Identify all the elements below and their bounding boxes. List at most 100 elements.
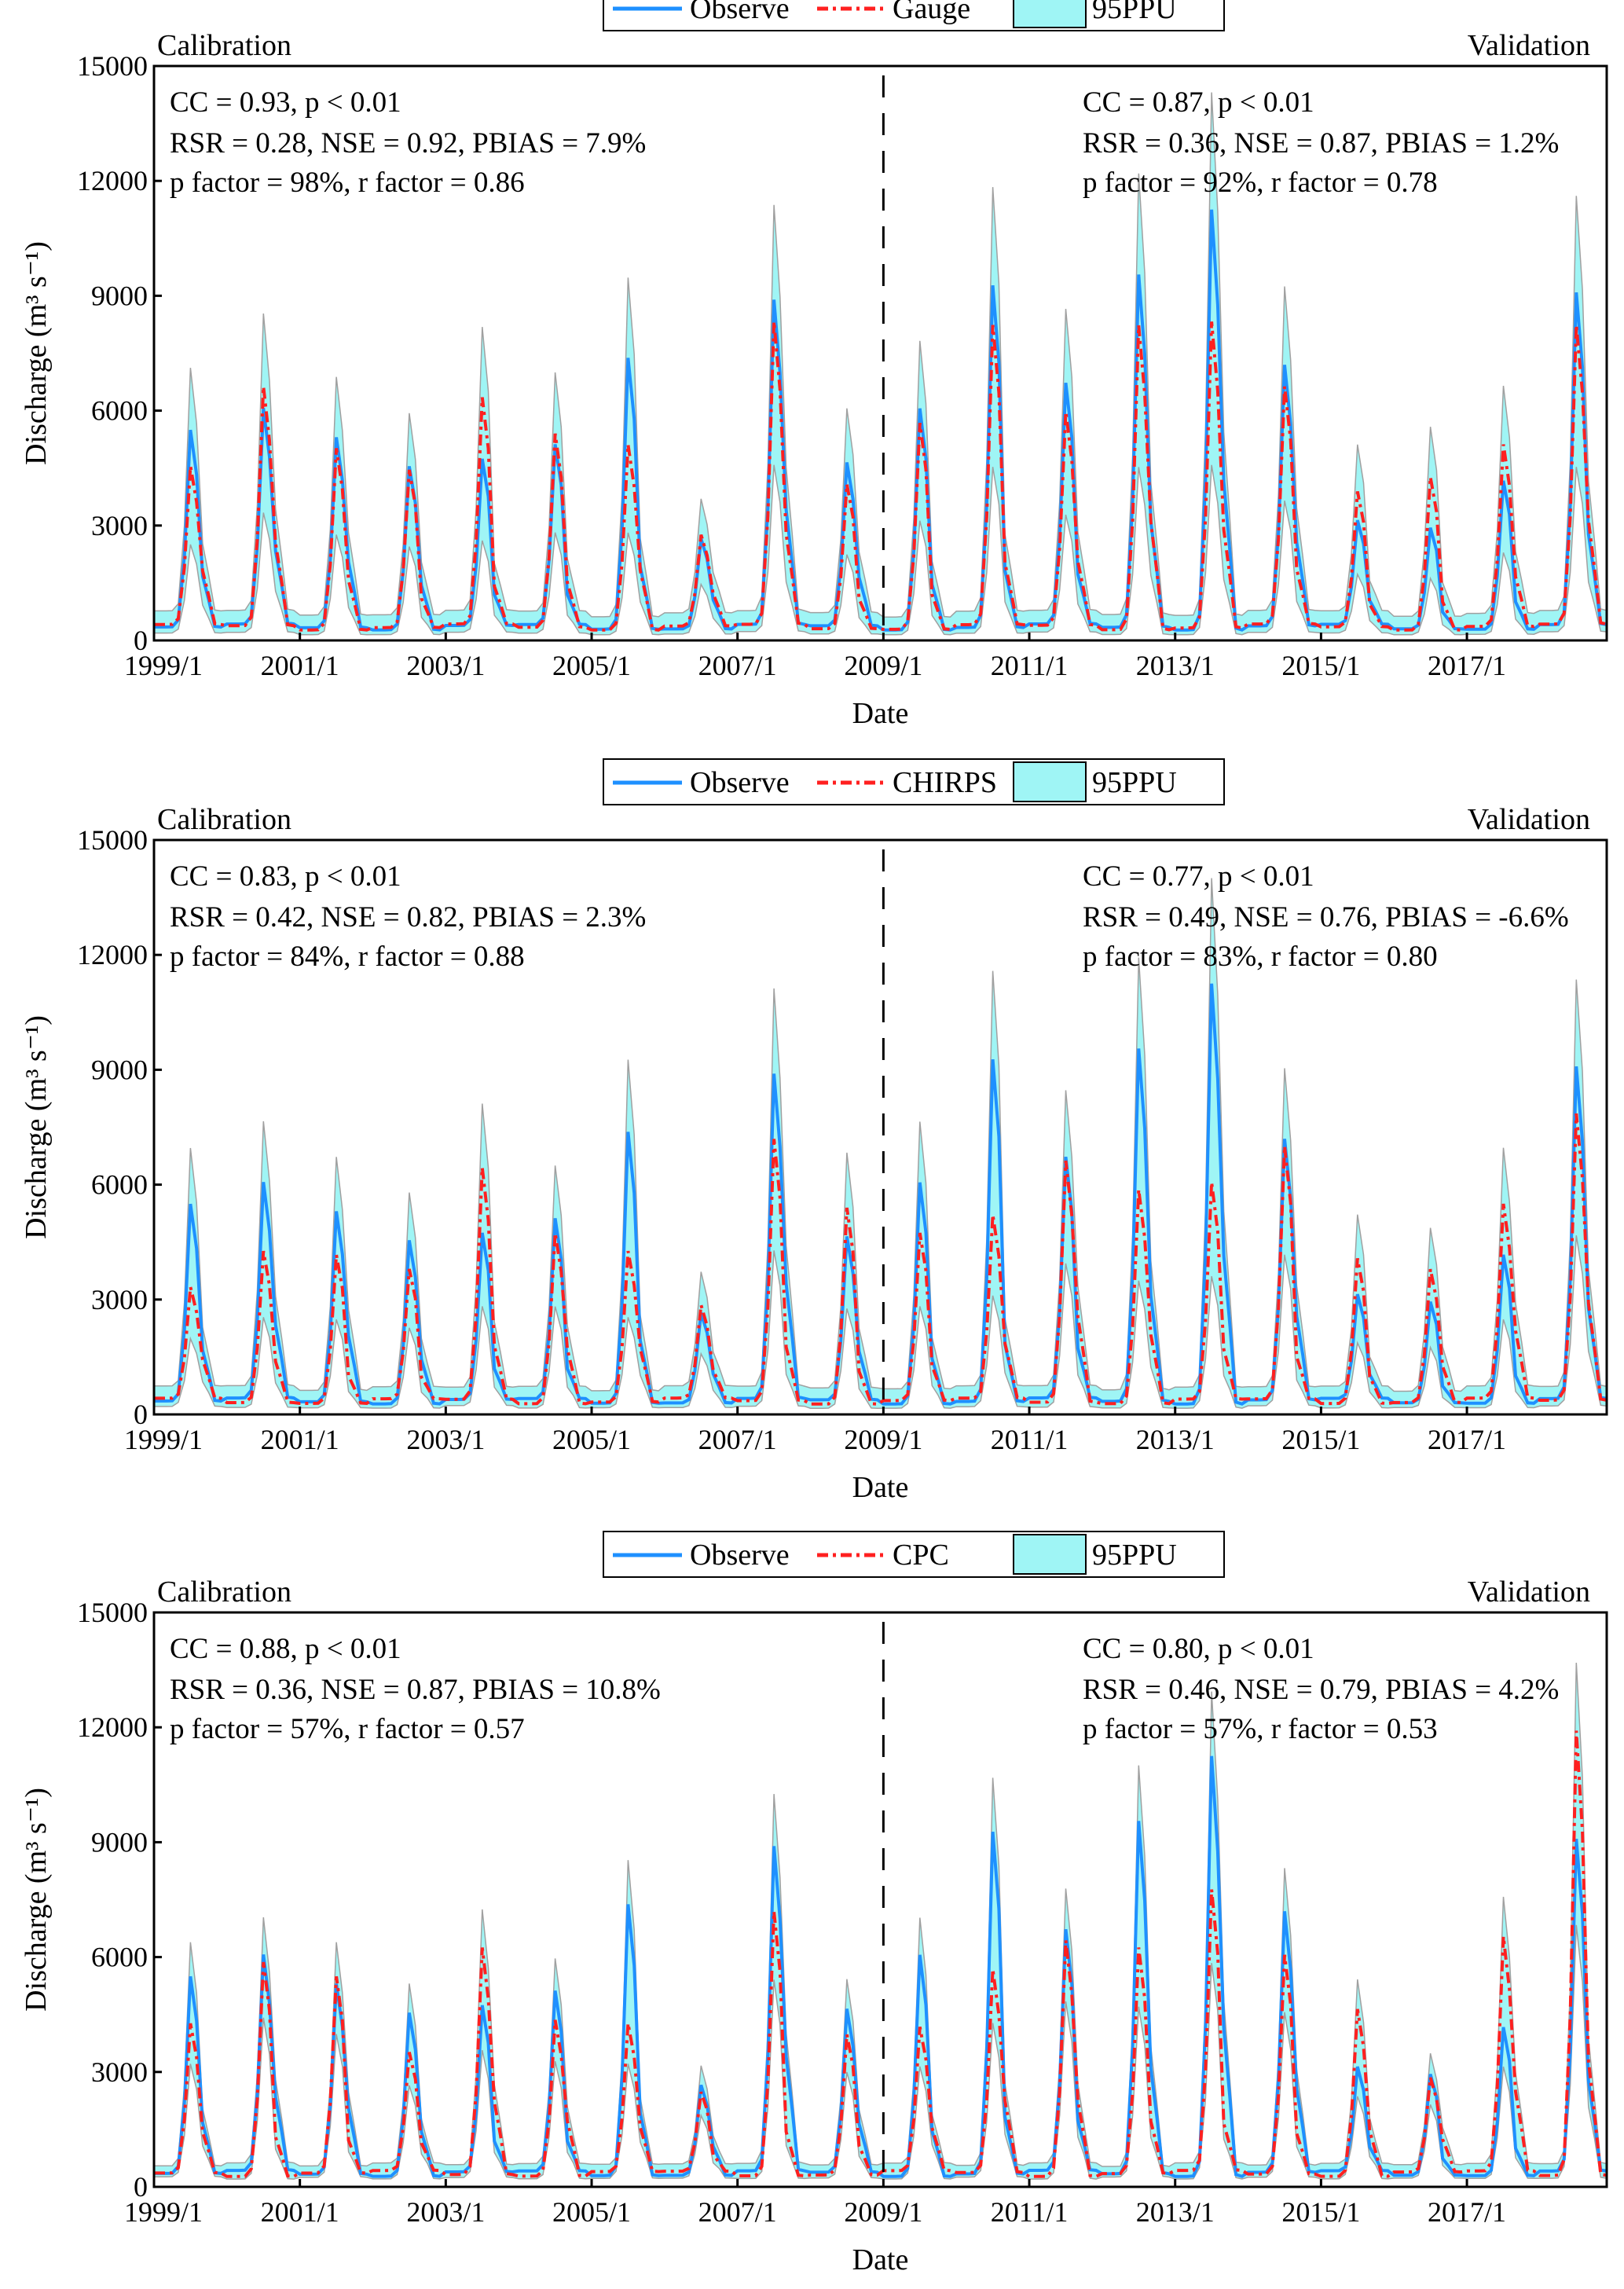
legend: Observe CPC 95PPU xyxy=(603,1531,1225,1578)
x-tick-label: 2009/1 xyxy=(844,650,922,681)
panel-1: 0 3000 6000 9000 12000 15000 1999/1 2001/1 2003/… xyxy=(20,0,1608,730)
legend-band-label: 95PPU xyxy=(1092,1539,1177,1572)
x-axis-label: Date xyxy=(852,697,909,730)
legend-sim-label: CHIRPS xyxy=(893,766,997,799)
gauge-line xyxy=(154,321,1608,632)
y-tick-label: 12000 xyxy=(77,1711,148,1743)
x-tick-label: 2017/1 xyxy=(1428,1424,1506,1455)
calibration-stat: CC = 0.93, p < 0.01 xyxy=(170,86,401,119)
observe-line xyxy=(154,983,1608,1406)
legend-observe-label: Observe xyxy=(690,766,790,799)
x-tick-label: 1999/1 xyxy=(124,650,203,681)
legend-sim-label: Gauge xyxy=(893,0,970,25)
legend-band-label: 95PPU xyxy=(1092,0,1177,25)
validation-stat: RSR = 0.46, NSE = 0.79, PBIAS = 4.2% xyxy=(1083,1674,1559,1706)
observe-line xyxy=(154,1755,1608,2178)
x-tick-label: 2005/1 xyxy=(552,2196,631,2228)
x-tick-label: 2013/1 xyxy=(1136,650,1215,681)
x-tick-label: 1999/1 xyxy=(124,2196,203,2228)
validation-stat: CC = 0.80, p < 0.01 xyxy=(1083,1633,1314,1665)
y-tick-label: 9000 xyxy=(91,280,148,311)
x-tick-label: 2003/1 xyxy=(406,650,485,681)
x-tick-label: 2003/1 xyxy=(406,2196,485,2228)
panel-2: 0 3000 6000 9000 12000 15000 1999/1 2001/1 2003/… xyxy=(20,758,1608,1504)
calibration-stat: RSR = 0.28, NSE = 0.92, PBIAS = 7.9% xyxy=(170,127,646,160)
legend-sim-label: CPC xyxy=(893,1539,949,1572)
calibration-stat: RSR = 0.42, NSE = 0.82, PBIAS = 2.3% xyxy=(170,901,646,934)
y-tick-label: 12000 xyxy=(77,939,148,970)
x-tick-label: 1999/1 xyxy=(124,1424,203,1455)
y-tick-label: 3000 xyxy=(91,1284,148,1315)
x-tick-label: 2009/1 xyxy=(844,2196,922,2228)
y-tick-label: 6000 xyxy=(91,1169,148,1201)
x-tick-label: 2017/1 xyxy=(1428,650,1506,681)
calibration-stat: p factor = 57%, r factor = 0.57 xyxy=(170,1713,525,1745)
legend-band-label: 95PPU xyxy=(1092,766,1177,799)
y-tick-label: 15000 xyxy=(77,1597,148,1628)
validation-label: Validation xyxy=(1468,1576,1590,1609)
x-axis-label: Date xyxy=(852,1471,909,1504)
y-tick-label: 6000 xyxy=(91,1942,148,1973)
calibration-label: Calibration xyxy=(157,1576,291,1609)
x-tick-label: 2007/1 xyxy=(698,1424,777,1455)
x-tick-label: 2013/1 xyxy=(1136,1424,1215,1455)
legend-observe-label: Observe xyxy=(690,0,790,25)
legend: Observe Gauge 95PPU xyxy=(603,0,1225,31)
x-tick-label: 2003/1 xyxy=(406,1424,485,1455)
y-tick-label: 0 xyxy=(134,2171,148,2203)
y-tick-label: 15000 xyxy=(77,50,148,82)
y-tick-label: 3000 xyxy=(91,510,148,541)
validation-stat: CC = 0.87, p < 0.01 xyxy=(1083,86,1314,119)
calibration-label: Calibration xyxy=(157,29,291,62)
cpc-line xyxy=(154,1730,1608,2178)
y-tick-label: 3000 xyxy=(91,2056,148,2088)
x-tick-label: 2013/1 xyxy=(1136,2196,1215,2228)
x-axis-label: Date xyxy=(852,2243,909,2276)
panel-3: 0 3000 6000 9000 12000 15000 1999/1 2001/1 2003/… xyxy=(20,1531,1608,2276)
calibration-stat: CC = 0.88, p < 0.01 xyxy=(170,1633,401,1665)
x-tick-label: 2015/1 xyxy=(1281,1424,1360,1455)
x-tick-label: 2007/1 xyxy=(698,2196,777,2228)
legend-band-swatch xyxy=(1013,0,1087,28)
calibration-stat: RSR = 0.36, NSE = 0.87, PBIAS = 10.8% xyxy=(170,1674,661,1706)
y-tick-label: 9000 xyxy=(91,1826,148,1858)
y-axis-label: Discharge (m³ s⁻¹) xyxy=(20,241,53,465)
y-axis-label: Discharge (m³ s⁻¹) xyxy=(20,1788,53,2012)
x-tick-label: 2007/1 xyxy=(698,650,777,681)
plot-frame xyxy=(152,838,1608,1416)
x-tick-label: 2001/1 xyxy=(261,2196,339,2228)
y-tick-label: 0 xyxy=(134,1399,148,1430)
x-tick-label: 2001/1 xyxy=(261,650,339,681)
legend-box xyxy=(603,758,1225,805)
validation-stat: p factor = 57%, r factor = 0.53 xyxy=(1083,1713,1438,1745)
validation-stat: CC = 0.77, p < 0.01 xyxy=(1083,860,1314,893)
y-axis-label: Discharge (m³ s⁻¹) xyxy=(20,1015,53,1239)
y-tick-label: 15000 xyxy=(77,824,148,856)
legend-band-swatch xyxy=(1013,761,1087,802)
x-tick-label: 2015/1 xyxy=(1281,650,1360,681)
x-tick-label: 2011/1 xyxy=(991,650,1069,681)
x-tick-label: 2011/1 xyxy=(991,2196,1069,2228)
chirps-line xyxy=(154,1113,1608,1406)
calibration-stat: p factor = 98%, r factor = 0.86 xyxy=(170,167,525,199)
legend: Observe CHIRPS 95PPU xyxy=(603,758,1225,805)
y-tick-label: 12000 xyxy=(77,165,148,196)
x-tick-label: 2001/1 xyxy=(261,1424,339,1455)
y-tick-label: 6000 xyxy=(91,395,148,427)
calibration-stat: CC = 0.83, p < 0.01 xyxy=(170,860,401,893)
validation-stat: p factor = 92%, r factor = 0.78 xyxy=(1083,167,1438,199)
x-tick-label: 2011/1 xyxy=(991,1424,1069,1455)
validation-stat: RSR = 0.49, NSE = 0.76, PBIAS = -6.6% xyxy=(1083,901,1569,934)
legend-band-swatch xyxy=(1013,1534,1087,1575)
x-tick-label: 2005/1 xyxy=(552,1424,631,1455)
legend-box xyxy=(603,0,1225,31)
calibration-label: Calibration xyxy=(157,803,291,836)
legend-box xyxy=(603,1531,1225,1578)
observe-line xyxy=(154,209,1608,632)
plot-frame xyxy=(152,64,1608,642)
x-tick-label: 2015/1 xyxy=(1281,2196,1360,2228)
validation-label: Validation xyxy=(1468,803,1590,836)
validation-stat: p factor = 83%, r factor = 0.80 xyxy=(1083,941,1438,973)
validation-stat: RSR = 0.36, NSE = 0.87, PBIAS = 1.2% xyxy=(1083,127,1559,160)
